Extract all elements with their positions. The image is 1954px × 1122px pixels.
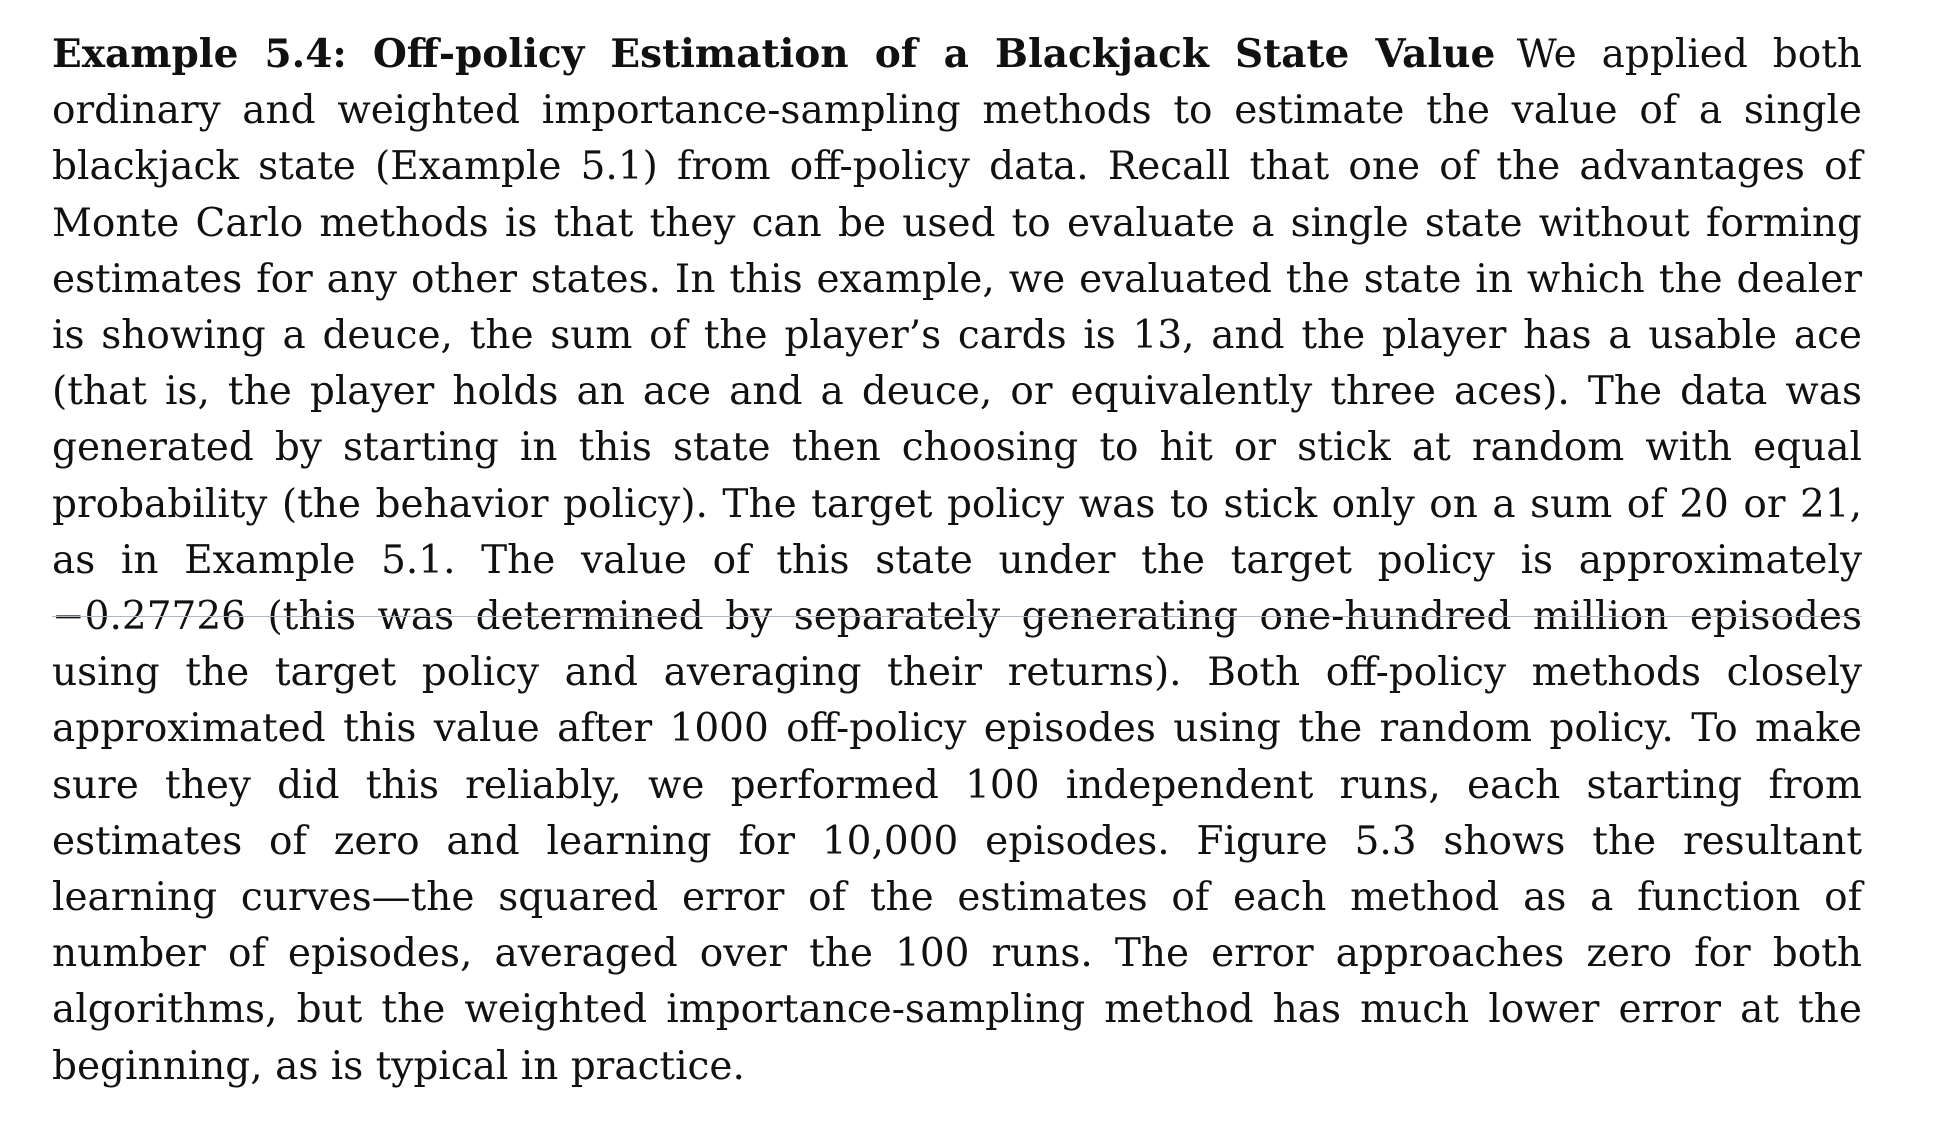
document-page: Example 5.4: Off-policy Estimation of a … [52, 26, 1862, 1095]
example-heading: Example 5.4: Off-policy Estimation of a … [52, 31, 1496, 77]
ruled-line [52, 616, 1862, 617]
example-body: We applied both ordinary and weighted im… [52, 32, 1862, 1089]
example-paragraph: Example 5.4: Off-policy Estimation of a … [52, 26, 1862, 1095]
